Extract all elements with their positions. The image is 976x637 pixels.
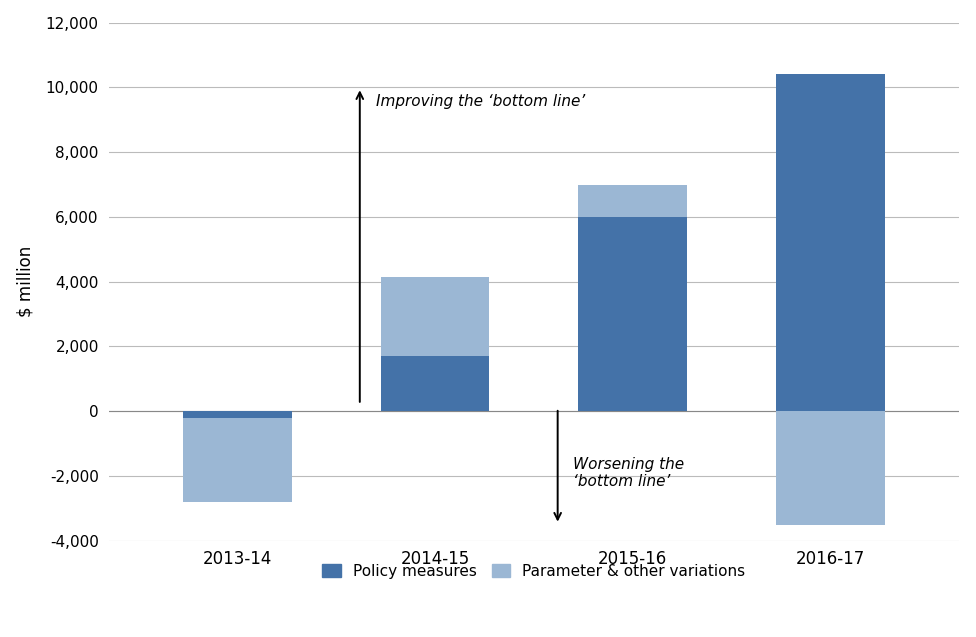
Text: Worsening the
‘bottom line’: Worsening the ‘bottom line’ bbox=[574, 457, 684, 489]
Bar bbox=[579, 185, 687, 217]
Bar bbox=[183, 418, 292, 502]
Bar bbox=[381, 277, 489, 356]
Y-axis label: $ million: $ million bbox=[17, 246, 35, 317]
Bar bbox=[579, 217, 687, 412]
Text: Improving the ‘bottom line’: Improving the ‘bottom line’ bbox=[376, 94, 585, 109]
Bar bbox=[776, 412, 885, 524]
Bar bbox=[183, 412, 292, 418]
Bar bbox=[381, 356, 489, 412]
Bar bbox=[776, 75, 885, 412]
Legend: Policy measures, Parameter & other variations: Policy measures, Parameter & other varia… bbox=[316, 557, 752, 585]
